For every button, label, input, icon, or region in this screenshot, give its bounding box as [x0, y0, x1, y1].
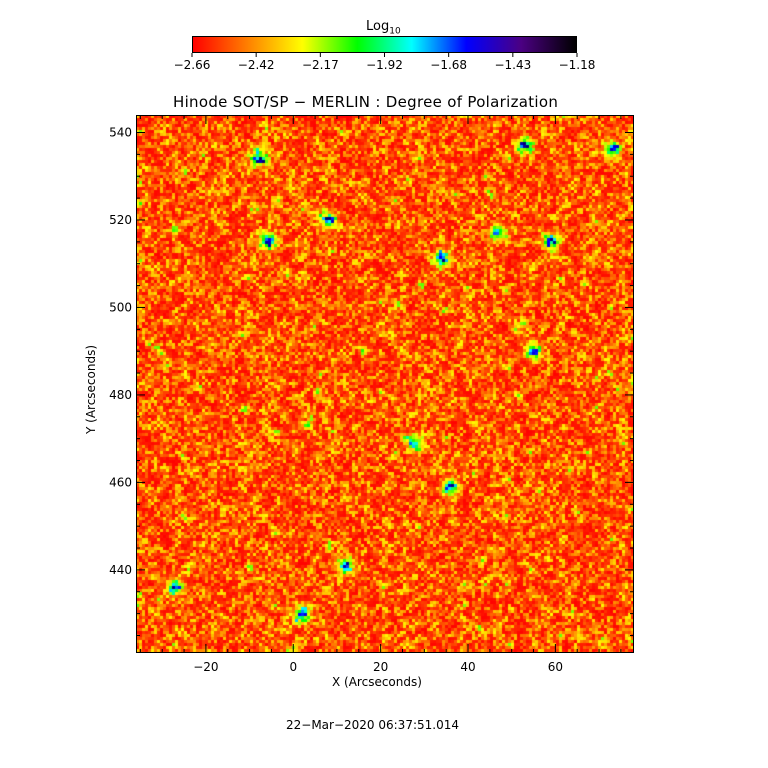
- x-tick-label: 60: [548, 660, 563, 674]
- colorbar-ticks: −2.66 −2.42 −2.17 −1.92 −1.68 −1.43 −1.18: [174, 53, 596, 72]
- y-tick-label: 460: [109, 475, 132, 489]
- y-tick-label: 540: [109, 125, 132, 139]
- colorbar-tick-label: −2.17: [302, 58, 339, 72]
- colorbar: [192, 36, 577, 53]
- colorbar-tick-label: −1.18: [559, 58, 596, 72]
- y-tick-label: 440: [109, 563, 132, 577]
- plot-frame: [136, 115, 634, 653]
- y-tick-label: 480: [109, 388, 132, 402]
- heatmap-image: [136, 115, 634, 653]
- colorbar-tick-label: −1.68: [430, 58, 467, 72]
- x-tick-label: −20: [193, 660, 218, 674]
- colorbar-label-main: Log: [366, 19, 390, 34]
- colorbar-label: Log10: [366, 19, 401, 37]
- chart-title: Hinode SOT/SP − MERLIN : Degree of Polar…: [173, 93, 559, 111]
- colorbar-tick-label: −1.92: [366, 58, 403, 72]
- y-tick-label: 520: [109, 213, 132, 227]
- timestamp: 22−Mar−2020 06:37:51.014: [286, 718, 459, 732]
- colorbar-tick-label: −2.42: [238, 58, 275, 72]
- colorbar-tick-label: −2.66: [174, 58, 211, 72]
- x-tick-label: 0: [289, 660, 297, 674]
- colorbar-label-sub: 10: [389, 26, 401, 37]
- y-tick-label: 500: [109, 300, 132, 314]
- x-tick-label: 40: [460, 660, 475, 674]
- y-axis-label: Y (Arcseconds): [84, 344, 98, 434]
- colorbar-tick-label: −1.43: [494, 58, 531, 72]
- x-axis-label: X (Arcseconds): [332, 675, 422, 689]
- x-tick-label: 20: [373, 660, 388, 674]
